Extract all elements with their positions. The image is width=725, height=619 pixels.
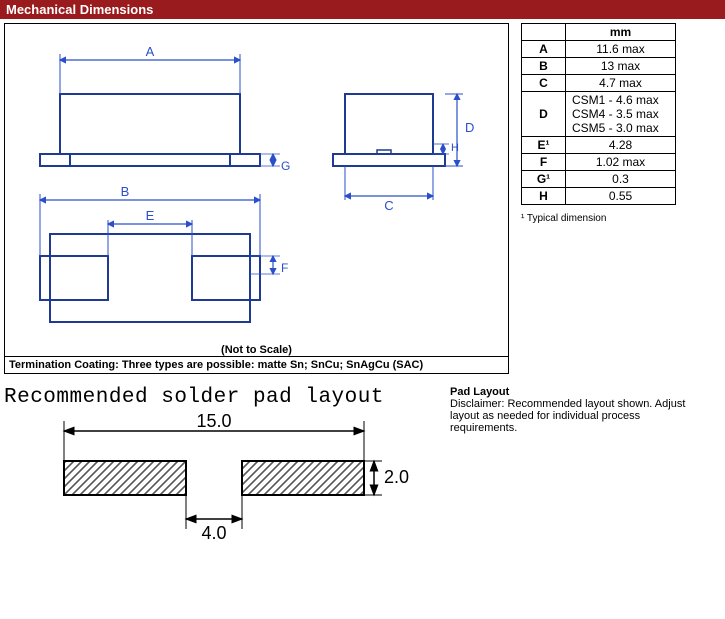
dim-label-b: B — [121, 184, 130, 199]
mechanical-drawing-svg: A G — [5, 24, 510, 344]
section-header-text: Mechanical Dimensions — [6, 2, 153, 17]
dim-row-label: H — [522, 188, 566, 205]
side-view: C D H — [333, 94, 474, 213]
solder-dim-gap: 4.0 — [201, 523, 226, 543]
pad-layout-heading: Pad Layout — [450, 386, 509, 398]
mechanical-drawing-panel: A G — [4, 23, 509, 374]
dim-row-label: E¹ — [522, 137, 566, 154]
dim-row-value: 4.28 — [566, 137, 676, 154]
dim-row-label: B — [522, 58, 566, 75]
dim-row-value: 1.02 max — [566, 154, 676, 171]
solder-pad-right — [242, 461, 364, 495]
dim-row-label: G¹ — [522, 171, 566, 188]
dim-row-label: A — [522, 41, 566, 58]
solder-pad-panel: Recommended solder pad layout 15.0 — [4, 386, 434, 554]
dim-label-g: G — [281, 159, 290, 173]
solder-pad-title: Recommended solder pad layout — [4, 386, 434, 409]
dimension-table: mm A 11.6 max B 13 max C 4.7 max D CSM1 … — [521, 23, 676, 205]
dim-label-f: F — [281, 261, 288, 275]
dim-label-a: A — [146, 44, 155, 59]
solder-dim-height: 2.0 — [384, 467, 409, 487]
dim-label-h: H — [451, 142, 459, 154]
pad-layout-text: Pad Layout Disclaimer: Recommended layou… — [450, 386, 700, 434]
dim-row-value: 0.55 — [566, 188, 676, 205]
bottom-row: Recommended solder pad layout 15.0 — [0, 374, 725, 558]
dim-table-blank-header — [522, 24, 566, 41]
mechanical-drawing: A G — [5, 24, 508, 344]
top-row: A G — [0, 19, 725, 374]
dim-row-value: 0.3 — [566, 171, 676, 188]
bottom-view: B E F — [40, 184, 288, 322]
pad-layout-disclaimer: Disclaimer: Recommended layout shown. Ad… — [450, 398, 685, 434]
dim-row-value: 13 max — [566, 58, 676, 75]
dim-label-c: C — [384, 198, 393, 213]
dim-row-label: C — [522, 75, 566, 92]
solder-pad-svg: 15.0 2.0 4.0 — [4, 411, 434, 551]
dim-row-value: 4.7 max — [566, 75, 676, 92]
solder-dim-overall: 15.0 — [196, 411, 231, 431]
dim-row-label: D — [522, 92, 566, 137]
dim-label-e: E — [146, 208, 155, 223]
solder-pad-left — [64, 461, 186, 495]
dim-label-d: D — [465, 120, 474, 135]
dim-table-mm-header: mm — [566, 24, 676, 41]
dimension-table-wrap: mm A 11.6 max B 13 max C 4.7 max D CSM1 … — [521, 23, 676, 224]
dim-row-label: F — [522, 154, 566, 171]
not-to-scale-note: (Not to Scale) — [5, 344, 508, 356]
termination-coating-note: Termination Coating: Three types are pos… — [5, 356, 508, 373]
dim-row-value: CSM1 - 4.6 max CSM4 - 3.5 max CSM5 - 3.0… — [566, 92, 676, 137]
top-view: A G — [40, 44, 290, 173]
dimension-footnote: ¹ Typical dimension — [521, 213, 676, 224]
section-header: Mechanical Dimensions — [0, 0, 725, 19]
dim-row-value: 11.6 max — [566, 41, 676, 58]
